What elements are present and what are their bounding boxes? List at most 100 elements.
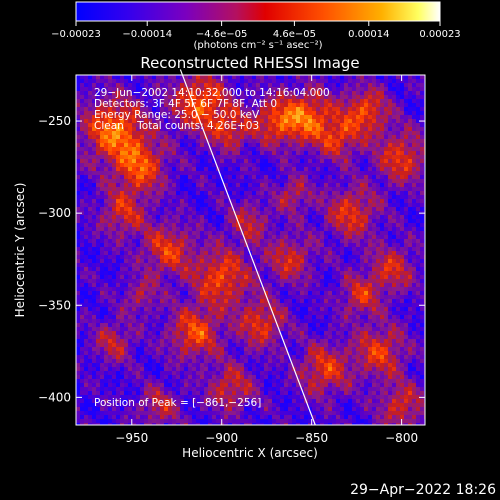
heatmap-cell xyxy=(300,163,304,167)
heatmap-cell xyxy=(384,107,388,111)
heatmap-cell xyxy=(152,79,156,83)
heatmap-cell xyxy=(236,123,240,127)
heatmap-cell xyxy=(144,175,148,179)
heatmap-cell xyxy=(88,199,92,203)
heatmap-cell xyxy=(208,183,212,187)
heatmap-cell xyxy=(336,295,340,299)
heatmap-cell xyxy=(156,195,160,199)
heatmap-cell xyxy=(352,175,356,179)
heatmap-cell xyxy=(252,191,256,195)
heatmap-cell xyxy=(240,215,244,219)
heatmap-cell xyxy=(408,195,412,199)
heatmap-cell xyxy=(380,183,384,187)
heatmap-cell xyxy=(248,203,252,207)
heatmap-cell xyxy=(344,195,348,199)
heatmap-cell xyxy=(332,203,336,207)
heatmap-cell xyxy=(252,91,256,95)
heatmap-cell xyxy=(172,187,176,191)
heatmap-cell xyxy=(384,207,388,211)
heatmap-cell xyxy=(112,231,116,235)
heatmap-cell xyxy=(264,239,268,243)
heatmap-cell xyxy=(312,151,316,155)
heatmap-cell xyxy=(80,135,84,139)
heatmap-cell xyxy=(144,95,148,99)
heatmap-cell xyxy=(340,279,344,283)
heatmap-cell xyxy=(236,187,240,191)
heatmap-cell xyxy=(212,91,216,95)
heatmap-cell xyxy=(416,127,420,131)
heatmap-cell xyxy=(80,155,84,159)
heatmap-cell xyxy=(144,143,148,147)
heatmap-cell xyxy=(260,183,264,187)
heatmap-cell xyxy=(344,187,348,191)
heatmap-cell xyxy=(192,143,196,147)
heatmap-cell xyxy=(292,175,296,179)
heatmap-cell xyxy=(172,175,176,179)
heatmap-cell xyxy=(188,287,192,291)
heatmap-cell xyxy=(252,195,256,199)
heatmap-cell xyxy=(336,191,340,195)
heatmap-cell xyxy=(216,243,220,247)
heatmap-cell xyxy=(340,103,344,107)
heatmap-cell xyxy=(360,291,364,295)
heatmap-cell xyxy=(340,159,344,163)
heatmap-cell xyxy=(364,75,368,79)
heatmap-cell xyxy=(260,211,264,215)
heatmap-cell xyxy=(192,135,196,139)
heatmap-cell xyxy=(376,239,380,243)
heatmap-cell xyxy=(208,191,212,195)
heatmap-cell xyxy=(192,151,196,155)
heatmap-cell xyxy=(400,91,404,95)
heatmap-cell xyxy=(208,203,212,207)
heatmap-cell xyxy=(332,239,336,243)
heatmap-cell xyxy=(236,243,240,247)
heatmap-cell xyxy=(180,271,184,275)
heatmap-cell xyxy=(88,243,92,247)
heatmap-cell xyxy=(104,263,108,267)
heatmap-cell xyxy=(284,187,288,191)
heatmap-cell xyxy=(220,267,224,271)
heatmap-cell xyxy=(368,111,372,115)
heatmap-cell xyxy=(172,131,176,135)
heatmap-cell xyxy=(112,235,116,239)
heatmap-cell xyxy=(320,195,324,199)
heatmap-cell xyxy=(120,219,124,223)
heatmap-cell xyxy=(176,275,180,279)
heatmap-cell xyxy=(364,263,368,267)
heatmap-cell xyxy=(148,235,152,239)
heatmap-cell xyxy=(380,231,384,235)
heatmap-cell xyxy=(252,283,256,287)
heatmap-cell xyxy=(380,243,384,247)
heatmap-cell xyxy=(236,179,240,183)
heatmap-cell xyxy=(188,215,192,219)
heatmap-cell xyxy=(80,79,84,83)
heatmap-cell xyxy=(140,87,144,91)
heatmap-cell xyxy=(344,227,348,231)
heatmap-cell xyxy=(416,167,420,171)
heatmap-cell xyxy=(124,87,128,91)
heatmap-cell xyxy=(120,123,124,127)
heatmap-cell xyxy=(260,79,264,83)
heatmap-cell xyxy=(356,291,360,295)
heatmap-cell xyxy=(288,179,292,183)
heatmap-cell xyxy=(180,163,184,167)
heatmap-cell xyxy=(372,203,376,207)
heatmap-cell xyxy=(80,263,84,267)
heatmap-cell xyxy=(296,267,300,271)
heatmap-cell xyxy=(324,139,328,143)
heatmap-cell xyxy=(112,291,116,295)
heatmap-cell xyxy=(168,271,172,275)
heatmap-cell xyxy=(148,135,152,139)
heatmap-cell xyxy=(272,283,276,287)
heatmap-cell xyxy=(308,207,312,211)
heatmap-cell xyxy=(360,135,364,139)
heatmap-cell xyxy=(268,295,272,299)
heatmap-cell xyxy=(276,151,280,155)
heatmap-cell xyxy=(304,287,308,291)
heatmap-cell xyxy=(100,135,104,139)
heatmap-cell xyxy=(244,267,248,271)
heatmap-cell xyxy=(408,175,412,179)
heatmap-cell xyxy=(256,199,260,203)
heatmap-cell xyxy=(292,95,296,99)
heatmap-cell xyxy=(332,263,336,267)
